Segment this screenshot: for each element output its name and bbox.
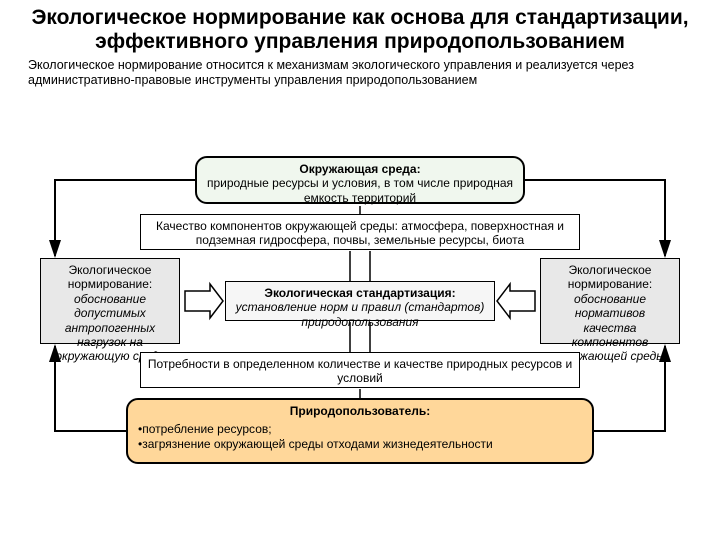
arrow-left-to-center	[185, 284, 223, 318]
subtitle: Экологическое нормирование относится к м…	[28, 58, 692, 88]
diagram-container: Окружающая среда: природные ресурсы и ус…	[0, 156, 720, 546]
page-title: Экологическое нормирование как основа дл…	[30, 6, 690, 54]
connectors	[0, 156, 720, 496]
arrow-right-to-center	[497, 284, 535, 318]
